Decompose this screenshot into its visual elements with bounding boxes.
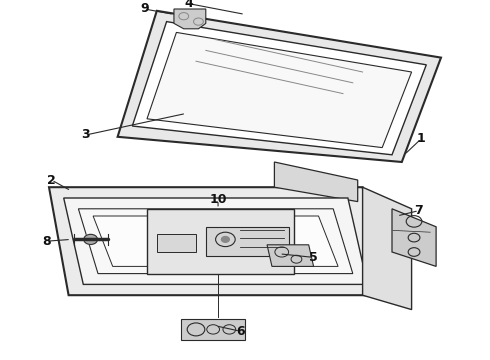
Text: 6: 6 — [236, 325, 245, 338]
Text: 9: 9 — [140, 3, 149, 15]
Text: 7: 7 — [415, 204, 423, 217]
Polygon shape — [49, 187, 382, 295]
Polygon shape — [64, 198, 368, 284]
Text: 4: 4 — [184, 0, 193, 10]
Circle shape — [84, 234, 98, 244]
Polygon shape — [132, 22, 426, 155]
Text: 1: 1 — [417, 132, 426, 145]
Text: 5: 5 — [309, 251, 318, 264]
Text: 3: 3 — [81, 129, 90, 141]
Polygon shape — [78, 209, 353, 274]
Polygon shape — [93, 216, 338, 266]
Polygon shape — [363, 187, 412, 310]
Text: 2: 2 — [47, 174, 56, 186]
Polygon shape — [147, 32, 412, 148]
Polygon shape — [392, 209, 436, 266]
Text: 8: 8 — [42, 235, 51, 248]
Polygon shape — [274, 162, 358, 202]
Polygon shape — [147, 209, 294, 274]
Polygon shape — [174, 9, 206, 29]
Polygon shape — [267, 245, 314, 266]
Polygon shape — [181, 319, 245, 340]
Polygon shape — [118, 11, 441, 162]
Text: 10: 10 — [209, 193, 227, 206]
Polygon shape — [206, 227, 289, 256]
Circle shape — [221, 237, 229, 242]
Polygon shape — [157, 234, 196, 252]
